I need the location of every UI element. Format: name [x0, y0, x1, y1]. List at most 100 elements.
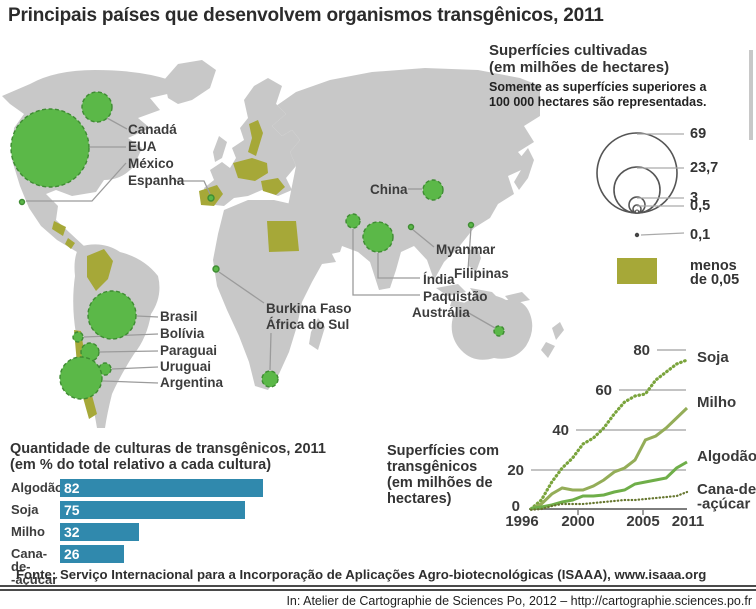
leader-line-filipinas	[467, 227, 472, 271]
x-tick-2005: 2005	[626, 513, 659, 530]
y-tick-60: 60	[595, 382, 612, 399]
bar-row-cana-de-acucar: Cana-de- -açúcar 26	[10, 545, 382, 586]
legend-circle-value: 69	[690, 126, 706, 142]
series-line-cana-de-acucar	[529, 490, 689, 511]
leader-line-paraguai	[99, 350, 159, 353]
landmass-new-zealand	[541, 322, 564, 358]
bar-value: 26	[64, 546, 80, 562]
page-title: Principais países que desenvolvem organi…	[8, 5, 604, 26]
bubble-filipinas	[467, 221, 475, 229]
bubble-bolivia	[72, 331, 84, 343]
leader-line-burkina-faso	[218, 271, 265, 304]
series-label-cana-de-acucar: -açúcar	[697, 496, 751, 513]
series-line-soja	[529, 358, 689, 511]
line-chart: 0 20 40 60 80 1996 2000 2005 2011 Soja Milho Algodã…	[505, 342, 756, 530]
legend-minor-label-line2: de 0,05	[690, 272, 739, 288]
landmass-australia	[451, 295, 533, 360]
y-tick-0: 0	[512, 498, 520, 515]
landmass-philippines	[469, 246, 481, 272]
bubble-china	[422, 179, 444, 201]
leader-line-africa-do-sul	[269, 332, 272, 371]
bubble-burkina-faso	[212, 265, 220, 273]
bar-value: 32	[64, 524, 80, 540]
bubble-australia	[493, 325, 505, 337]
legend-note-line1: Somente as superfícies superiores a	[489, 80, 707, 94]
country-label-espanha: Espanha	[128, 173, 185, 188]
legend-dot	[634, 232, 640, 238]
country-label-myanmar: Myanmar	[436, 242, 496, 257]
line-chart-caption: Superfícies com transgênicos (em milhões…	[387, 443, 499, 507]
bubble-india	[362, 221, 394, 253]
bar-rect-milho	[60, 523, 140, 541]
leader-line-myanmar	[411, 228, 435, 248]
bubble-uruguai	[98, 362, 112, 376]
leader-line-mexico	[26, 162, 127, 202]
bar-chart-plot: Algodão 82 Soja 75 Milho 32 Cana-de- -açúcar 26	[10, 479, 382, 586]
country-label-argentina: Argentina	[160, 375, 223, 390]
country-label-africa-do-sul: África do Sul	[266, 317, 349, 332]
landmass-japan	[514, 148, 534, 190]
country-label-eua: EUA	[128, 139, 157, 154]
country-label-paquistao: Paquistão	[423, 289, 488, 304]
bubble-brasil	[87, 290, 137, 340]
bubble-canada	[81, 91, 113, 123]
country-label-brasil: Brasil	[160, 309, 198, 324]
legend-title: Superfícies cultivadas (em milhões de he…	[489, 42, 669, 76]
country-label-india: Índia	[423, 272, 455, 287]
x-tick-2000: 2000	[561, 513, 594, 530]
legend-title-line2: (em milhões de hectares)	[489, 59, 670, 76]
series-line-milho	[530, 406, 689, 511]
bar-category-label: Algodão	[11, 480, 63, 495]
region-balkans	[261, 178, 285, 195]
landmass-madagascar	[309, 318, 325, 350]
bar-value: 82	[64, 480, 80, 496]
x-tick-2011: 2011	[672, 513, 705, 530]
legend-circle-value: 3	[690, 190, 698, 206]
y-tick-20: 20	[507, 462, 524, 479]
bubble-paquistao	[345, 213, 361, 229]
minor-producer-regions	[52, 120, 299, 419]
landmass-greenland	[164, 60, 216, 104]
series-label-cana-de-acucar: Cana-de-	[697, 481, 756, 498]
leader-line-brasil	[136, 315, 159, 318]
landmass-british-isles	[213, 136, 227, 162]
map-country-labels: Canadá EUA México Espanha Brasil Bolívia Parag…	[128, 122, 509, 390]
landmass-africa	[213, 200, 336, 390]
region-colombia	[87, 249, 113, 291]
country-label-filipinas: Filipinas	[454, 266, 509, 281]
legend-circle-value: 23,7	[690, 160, 718, 176]
bar-rect-cana-de-acucar	[60, 545, 125, 563]
bar-category-label: Cana-de- -açúcar	[11, 546, 58, 587]
bar-value: 75	[64, 502, 80, 518]
legend-circle-69	[596, 132, 678, 214]
leader-line-argentina	[102, 380, 159, 384]
country-label-bolivia: Bolívia	[160, 326, 205, 341]
footer-source: Fonte: Serviço Internacional para a Inco…	[16, 567, 707, 582]
country-label-canada: Canadá	[128, 122, 177, 137]
bar-row-milho: Milho 32	[10, 523, 382, 541]
leader-line-australia	[466, 311, 496, 329]
legend-circle-core	[635, 209, 639, 214]
region-central-america	[52, 221, 75, 249]
landmass-asia	[262, 68, 540, 290]
leader-line-india	[377, 253, 420, 279]
bar-category-label: Soja	[11, 502, 39, 517]
series-label-algodao: Algodão	[697, 448, 756, 465]
legend-dot-line	[640, 232, 685, 236]
footer-divider	[0, 585, 756, 591]
country-label-burkina-faso: Burkina Faso	[266, 301, 352, 316]
region-egypt	[267, 221, 299, 252]
bubble-argentina	[59, 356, 103, 400]
map-bubbles	[10, 91, 505, 400]
bubble-espanha	[207, 194, 215, 202]
caption-line2: transgênicos	[387, 459, 478, 475]
leader-line-espanha	[174, 180, 211, 195]
legend-note: Somente as superfícies superiores a 100 …	[489, 80, 707, 110]
legend-title-line1: Superfícies cultivadas	[489, 42, 648, 59]
bubble-myanmar	[407, 223, 415, 231]
country-label-paraguai: Paraguai	[160, 343, 217, 358]
leader-line-canada	[106, 117, 128, 130]
